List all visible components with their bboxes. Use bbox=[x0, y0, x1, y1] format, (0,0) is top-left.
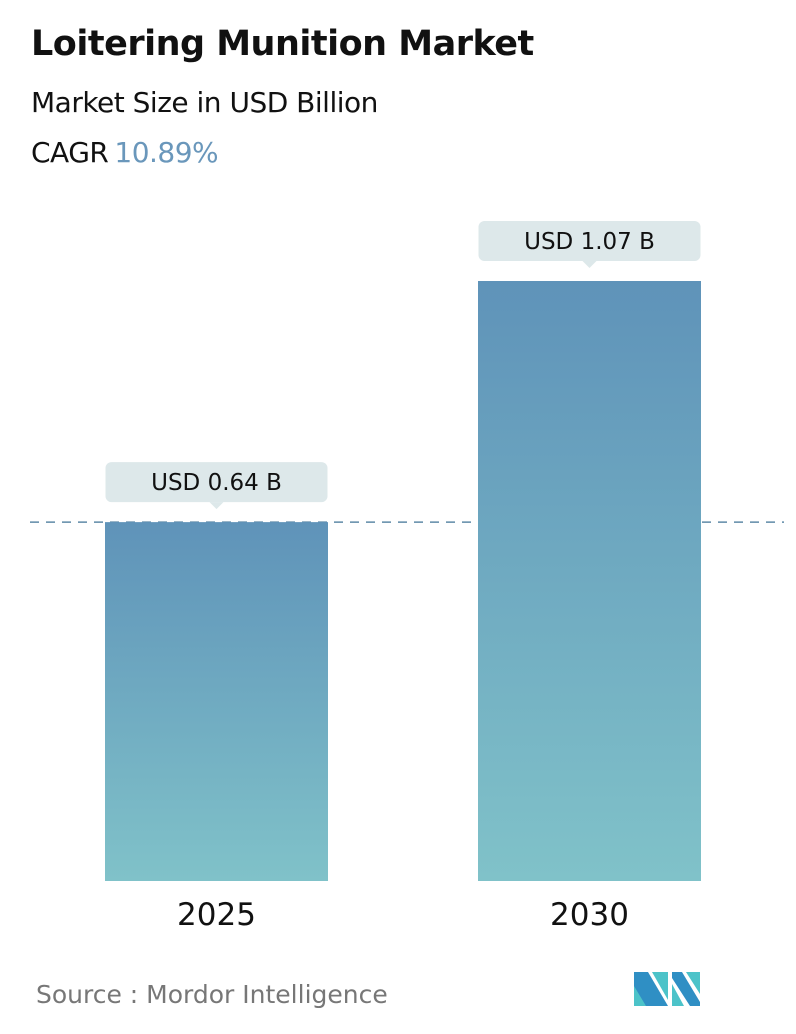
x-tick-label: 2025 bbox=[177, 897, 256, 933]
bar-chart: USD 0.64 B 2025 USD 1.07 B 2030 bbox=[30, 221, 784, 933]
chart-subtitle: Market Size in USD Billion bbox=[31, 86, 378, 119]
bar-2030 bbox=[478, 281, 701, 881]
data-label-bg bbox=[478, 221, 701, 261]
source-text: Source : Mordor Intelligence bbox=[36, 980, 388, 1009]
data-label: USD 0.64 B bbox=[151, 470, 282, 496]
bar-2025 bbox=[105, 522, 328, 881]
x-tick-label: 2030 bbox=[550, 897, 629, 933]
cagr-row: CAGR 10.89% bbox=[31, 136, 219, 169]
data-label: USD 1.07 B bbox=[524, 229, 655, 255]
mordor-intelligence-logo bbox=[634, 972, 700, 1006]
cagr-label: CAGR bbox=[31, 136, 109, 169]
cagr-value: 10.89% bbox=[114, 136, 219, 169]
data-label-bg bbox=[105, 462, 328, 503]
data-label-pointer bbox=[582, 261, 597, 268]
data-label-pointer bbox=[209, 502, 224, 510]
chart-title: Loitering Munition Market bbox=[31, 24, 534, 64]
